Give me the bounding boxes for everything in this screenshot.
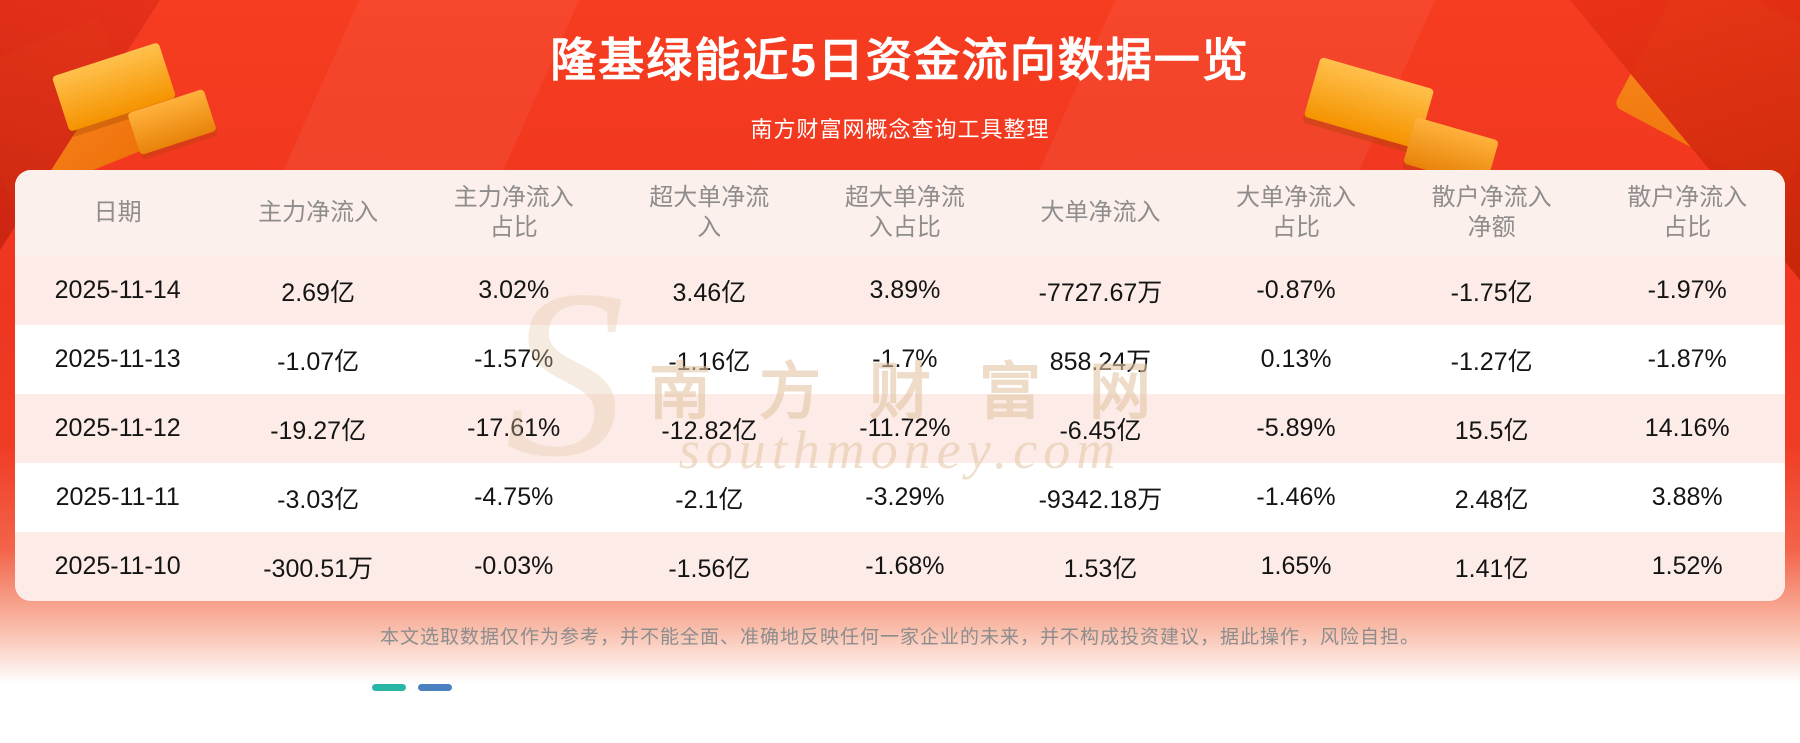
value-cell: -1.57% [474,345,554,373]
date-cell: 2025-11-11 [55,483,180,511]
value-cell: -7727.67万 [1038,278,1163,307]
fund-flow-table: 日期 主力净流入 主力净流入占比 超大单净流入 超大单净流入占比 大单净流入 大… [15,170,1785,601]
column-header: 超大单净流入占比 [807,183,1003,243]
value-cell: 3.89% [869,276,941,304]
value-cell: -4.75% [474,483,554,511]
value-cell: 15.5亿 [1454,416,1529,445]
value-cell: 2.48亿 [1454,485,1529,514]
column-header-label: 大单净流入 [1040,199,1161,226]
value-cell: -1.27亿 [1450,347,1533,376]
column-header-label: 日期 [93,199,142,226]
value-cell: -12.82亿 [661,416,758,445]
column-header: 主力净流入 [220,198,416,228]
value-cell: -1.68% [865,552,945,580]
value-cell: -0.03% [474,552,554,580]
disclaimer-text: 本文选取数据仅作为参考，并不能全面、准确地反映任何一家企业的未来，并不构成投资建… [379,627,1420,648]
value-cell: 0.13% [1260,345,1332,373]
column-header-label: 主力净流入 [258,199,379,226]
value-cell: -9342.18万 [1038,485,1163,514]
column-header-label: 散户净流入净额 [1431,184,1552,241]
value-cell: 3.02% [478,276,550,304]
date-cell: 2025-11-10 [54,552,181,580]
value-cell: -1.75亿 [1450,278,1533,307]
value-cell: -1.16亿 [668,347,751,376]
column-header: 散户净流入占比 [1589,183,1785,243]
value-cell: 3.46亿 [672,278,747,307]
table-row: 2025-11-11 -3.03亿 -4.75% -2.1亿 -3.29% -9342.1… [15,463,1785,532]
table-row: 2025-11-12 -19.27亿 -17.61% -12.82亿 -11.72% -6… [15,394,1785,463]
bottom-dashes-decoration [372,684,452,691]
value-cell: -1.87% [1647,345,1727,373]
value-cell: 1.41亿 [1454,554,1529,583]
blue-dash [418,684,452,691]
value-cell: 14.16% [1644,414,1730,442]
value-cell: -3.29% [865,483,945,511]
column-header: 主力净流入占比 [416,183,612,243]
column-header: 大单净流入占比 [1198,183,1394,243]
teal-dash [372,684,406,691]
date-cell: 2025-11-13 [54,345,181,373]
table-row: 2025-11-14 2.69亿 3.02% 3.46亿 3.89% -7727.67万 -… [15,256,1785,325]
value-cell: 858.24万 [1049,347,1152,376]
column-header-label: 超大单净流入 [649,184,770,241]
table-row: 2025-11-10 -300.51万 -0.03% -1.56亿 -1.68% 1.53… [15,532,1785,601]
value-cell: -1.07亿 [277,347,360,376]
column-header-label: 散户净流入占比 [1627,184,1748,241]
value-cell: -19.27亿 [270,416,367,445]
column-header: 日期 [15,198,220,228]
value-cell: -2.1亿 [675,485,744,514]
column-header: 超大单净流入 [612,183,808,243]
date-cell: 2025-11-12 [54,414,181,442]
value-cell: -1.97% [1647,276,1727,304]
column-header-label: 大单净流入占比 [1236,184,1357,241]
value-cell: -3.03亿 [277,485,360,514]
value-cell: -0.87% [1256,276,1336,304]
column-header: 大单净流入 [1003,198,1199,228]
value-cell: 1.65% [1260,552,1332,580]
value-cell: -6.45亿 [1059,416,1142,445]
date-cell: 2025-11-14 [54,276,181,304]
column-header-label: 主力净流入占比 [453,184,574,241]
column-header: 散户净流入净额 [1394,183,1590,243]
page-subtitle: 南方财富网概念查询工具整理 [750,117,1050,142]
page-title: 隆基绿能近5日资金流向数据一览 [550,34,1250,86]
value-cell: -1.56亿 [668,554,751,583]
value-cell: -1.7% [872,345,938,373]
value-cell: -5.89% [1256,414,1336,442]
value-cell: -17.61% [467,414,561,442]
value-cell: -1.46% [1256,483,1336,511]
value-cell: 1.52% [1651,552,1723,580]
value-cell: 2.69亿 [281,278,355,307]
column-header-label: 超大单净流入占比 [844,184,965,241]
value-cell: -11.72% [859,414,951,442]
value-cell: -300.51万 [263,554,374,583]
value-cell: 1.53亿 [1063,554,1138,583]
table-row: 2025-11-13 -1.07亿 -1.57% -1.16亿 -1.7% 858.24万… [15,325,1785,394]
table-body: 2025-11-14 2.69亿 3.02% 3.46亿 3.89% -7727.67万 -… [15,256,1785,601]
table-header-row: 日期 主力净流入 主力净流入占比 超大单净流入 超大单净流入占比 大单净流入 大… [15,170,1785,256]
value-cell: 3.88% [1651,483,1723,511]
